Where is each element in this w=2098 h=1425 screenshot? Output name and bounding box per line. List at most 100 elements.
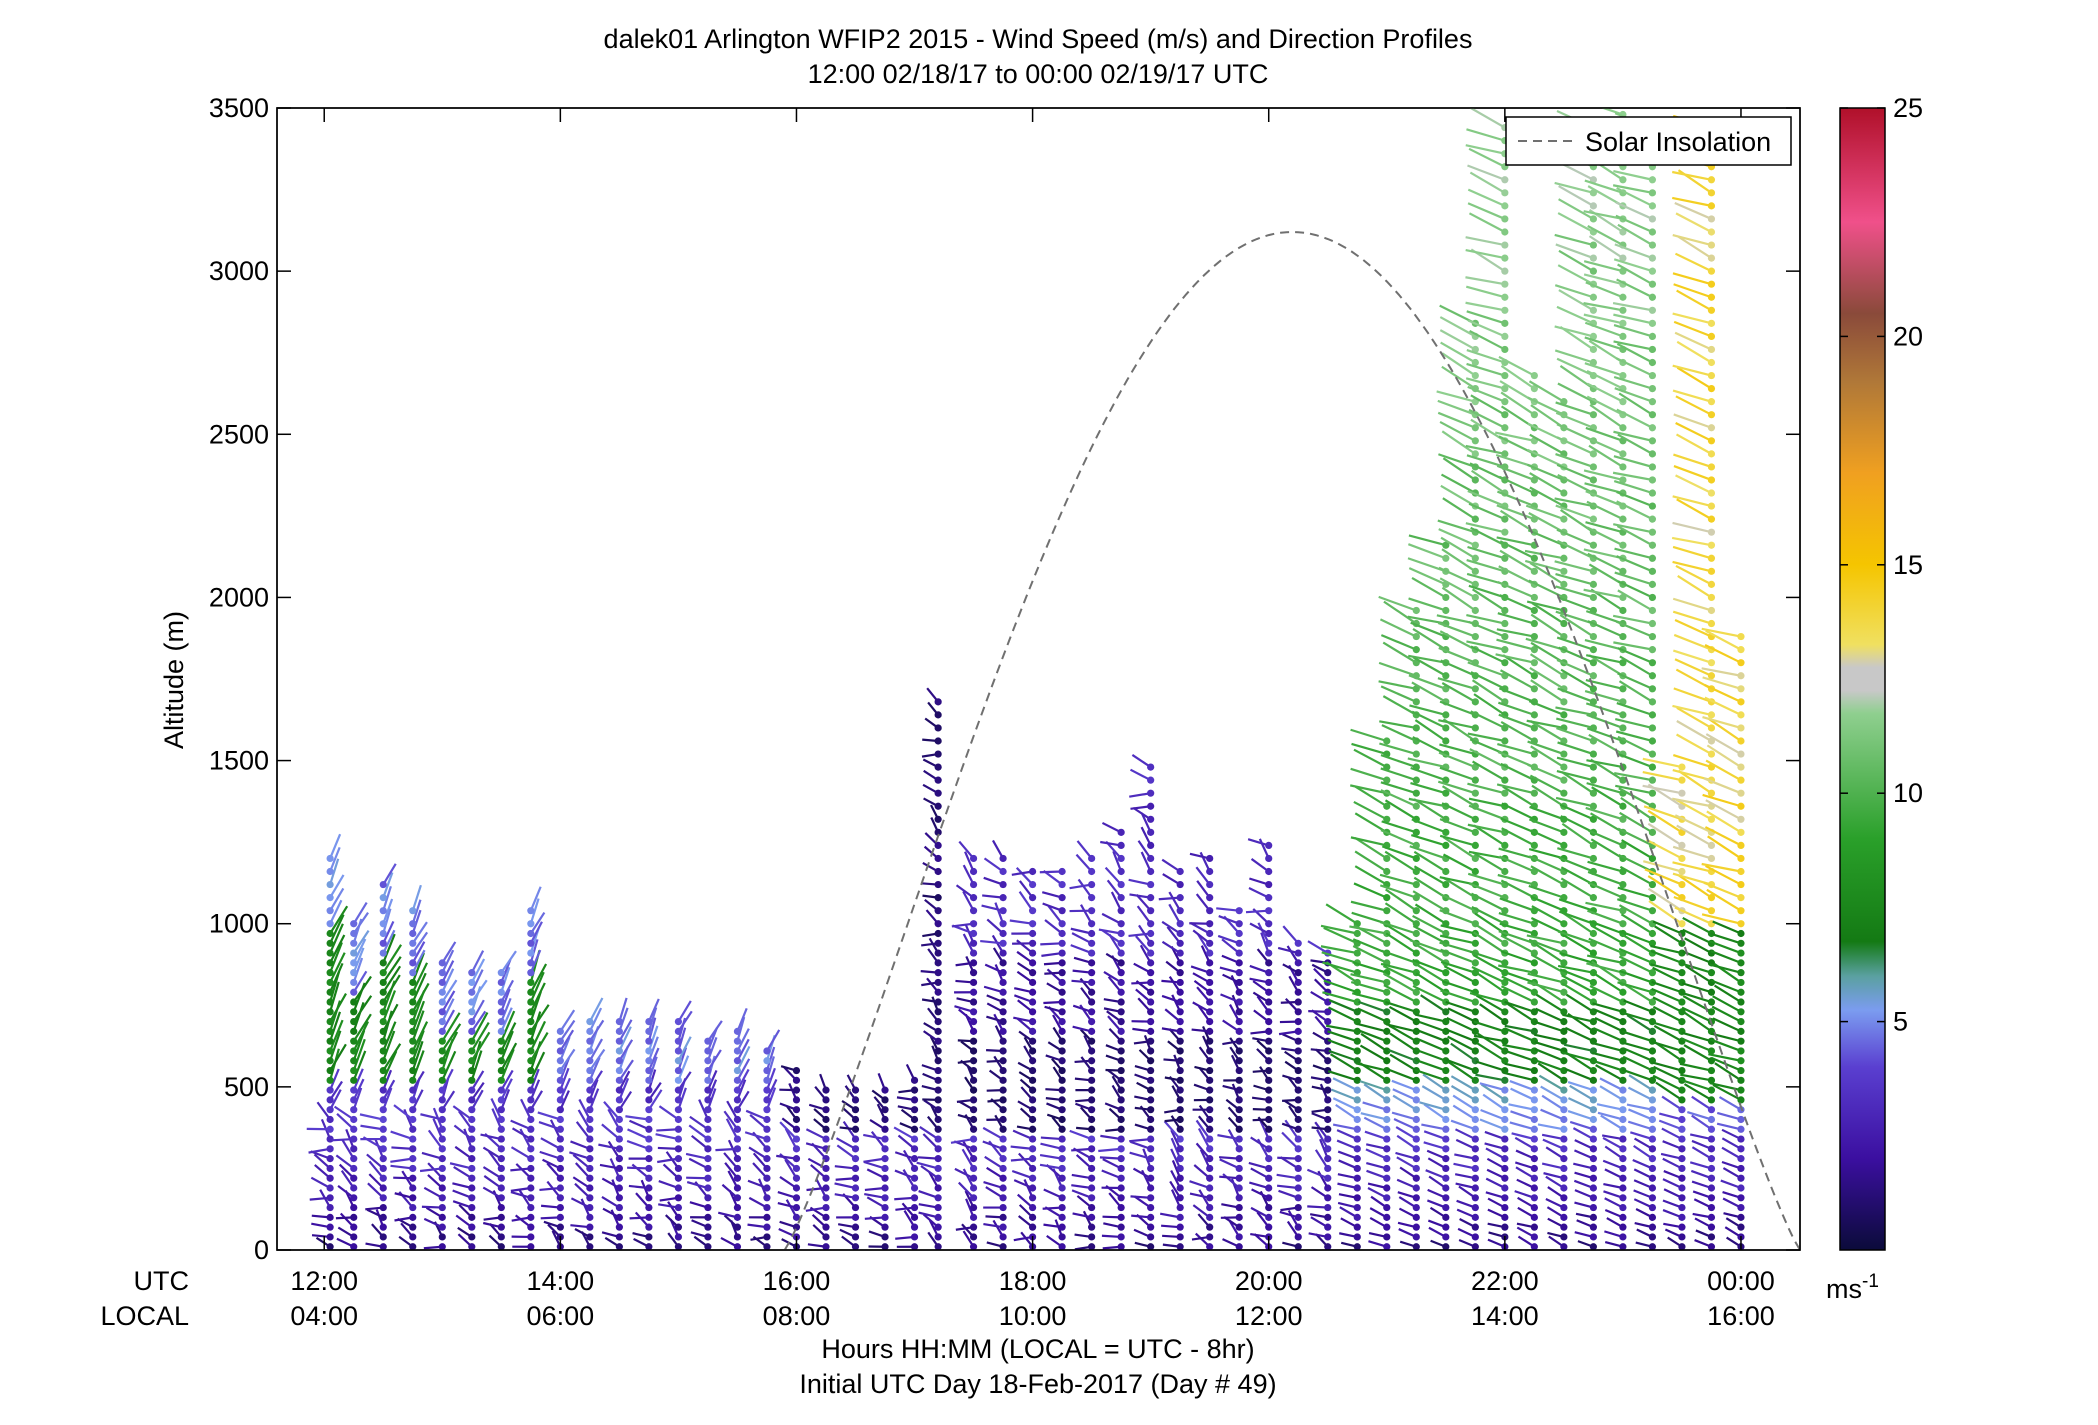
wind-barb-point (1501, 978, 1509, 987)
x-tick-label-utc: 00:00 (1707, 1266, 1775, 1296)
wind-barb-point (527, 1115, 535, 1124)
wind-barb-point (1058, 1076, 1066, 1084)
wind-barb (360, 1124, 384, 1131)
wind-barb-point (1028, 1076, 1037, 1084)
wind-barb (870, 1131, 886, 1150)
wind-barb-point (934, 1086, 942, 1094)
wind-barb (1615, 201, 1653, 220)
wind-barb (1465, 285, 1506, 299)
wind-barb-point (527, 1096, 535, 1104)
wind-barb-point (1265, 1047, 1273, 1055)
wind-barb (1332, 1097, 1358, 1111)
wind-barb (1352, 961, 1388, 974)
wind-barb (329, 833, 342, 859)
wind-barb-point (1471, 541, 1479, 549)
wind-barb-point (1619, 880, 1627, 889)
wind-barb-point (468, 1243, 476, 1250)
wind-barb-point (1737, 659, 1745, 667)
wind-barb (1675, 798, 1712, 821)
wind-barb-point (1619, 398, 1627, 406)
wind-barb (1500, 391, 1535, 416)
wind-barb-point (1206, 959, 1214, 967)
wind-barb (1325, 903, 1358, 925)
wind-barb-point (1737, 646, 1745, 654)
wind-barb (1613, 523, 1653, 534)
wind-barb-point (1265, 1213, 1273, 1221)
wind-barb (1661, 1095, 1683, 1111)
wind-barb (1010, 1157, 1033, 1162)
wind-barb-point (1619, 815, 1627, 823)
wind-barb-point (934, 1194, 942, 1202)
wind-barb-point (1442, 1096, 1450, 1104)
wind-barb-point (438, 988, 446, 996)
wind-barb (539, 1150, 561, 1160)
wind-barb (1504, 1062, 1535, 1072)
wind-barb-point (1294, 1155, 1302, 1163)
wind-barb (1554, 181, 1594, 194)
wind-barb (1509, 1121, 1535, 1131)
wind-barb-point (1560, 1115, 1568, 1124)
wind-barb (1511, 1132, 1535, 1141)
wind-barb-point (1088, 1066, 1096, 1075)
wind-barb-point (733, 1106, 742, 1114)
wind-barb-point (822, 1233, 830, 1241)
wind-barb-point (1176, 1106, 1184, 1114)
wind-barb-point (527, 1145, 535, 1153)
wind-barb-point (1648, 554, 1657, 562)
wind-barb-point (792, 1203, 801, 1212)
wind-barb (1306, 1168, 1329, 1180)
wind-barb-point (969, 1106, 978, 1114)
wind-barb-point (1353, 1106, 1361, 1114)
wind-barb (1588, 654, 1624, 677)
wind-barb-point (1383, 1223, 1391, 1231)
wind-barb (1583, 260, 1624, 273)
wind-barb-point (1265, 1174, 1273, 1182)
wind-barb-point (1707, 411, 1716, 419)
wind-barb (1389, 1053, 1417, 1072)
wind-barb-point (1530, 1076, 1538, 1084)
wind-barb (1170, 1137, 1182, 1160)
wind-barb-point (409, 1106, 417, 1114)
wind-barb-point (586, 1174, 594, 1182)
wind-barb-point (1294, 1203, 1302, 1212)
wind-barb-point (1648, 293, 1657, 301)
wind-barb-point (763, 1106, 771, 1114)
wind-barb (1380, 685, 1417, 703)
wind-barb (420, 1113, 443, 1121)
wind-barb (1619, 969, 1653, 984)
wind-barb-point (999, 1164, 1007, 1173)
wind-barb (1583, 210, 1624, 221)
wind-barb-point (1147, 969, 1155, 977)
wind-barb (1439, 329, 1476, 351)
wind-barb-point (1737, 969, 1745, 977)
wind-barb (618, 1007, 629, 1032)
wind-barb (1320, 945, 1358, 955)
wind-barb-point (1589, 241, 1597, 249)
wind-barb (1470, 394, 1506, 416)
wind-barb-point (1589, 293, 1597, 301)
wind-barb-point (969, 998, 978, 1006)
wind-barb-point (733, 1213, 742, 1221)
wind-barb-point (326, 1155, 334, 1163)
wind-barb-point (1294, 978, 1302, 987)
wind-barb-point (1737, 978, 1745, 987)
wind-barb (1558, 898, 1594, 912)
wind-barb (1453, 1162, 1476, 1170)
wind-barb-point (1530, 554, 1538, 562)
wind-barb-point (1294, 1027, 1302, 1035)
wind-barb-point (674, 1027, 683, 1035)
wind-barb-point (1648, 528, 1657, 536)
wind-barb-point (556, 1086, 564, 1094)
wind-barb (1379, 873, 1417, 886)
x-tick-label-local: 04:00 (290, 1301, 358, 1331)
wind-barb-point (1324, 1213, 1332, 1221)
wind-barb-point (1176, 880, 1184, 889)
wind-barb-point (1589, 1174, 1597, 1182)
wind-barb-point (1235, 1037, 1243, 1045)
wind-barb-point (438, 1203, 446, 1212)
wind-barb (736, 1058, 751, 1081)
wind-barb-point (1737, 1145, 1745, 1153)
wind-barb-point (1471, 1203, 1479, 1212)
wind-barb-point (1707, 515, 1716, 523)
wind-barb-point (1442, 711, 1450, 719)
